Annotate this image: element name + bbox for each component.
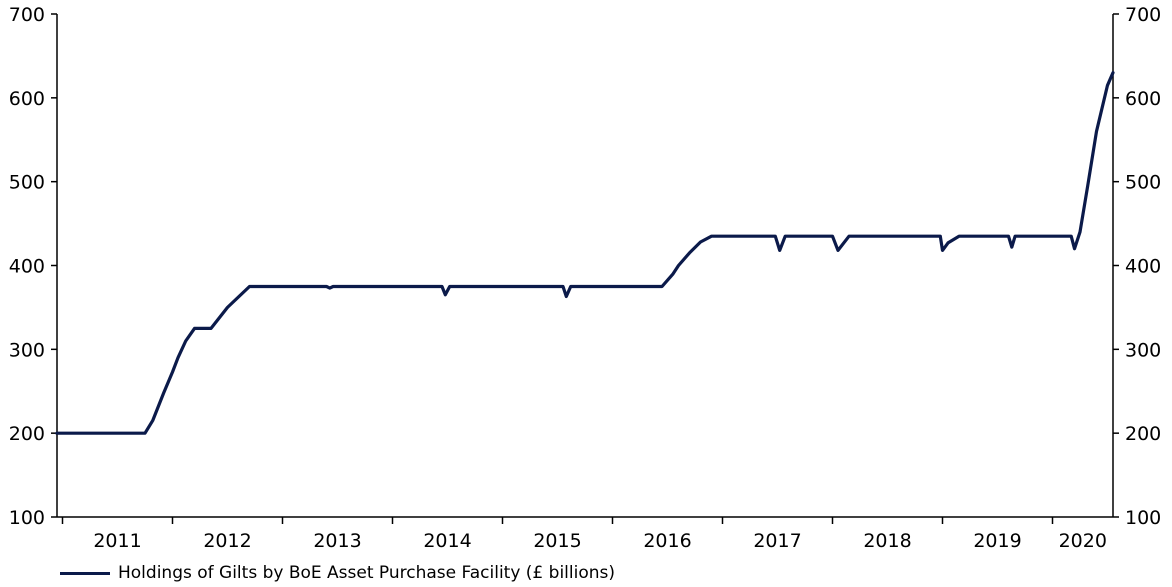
y-tick-label-left: 200	[9, 423, 45, 445]
x-tick-label: 2020	[1059, 530, 1107, 552]
y-tick-label-left: 300	[9, 339, 45, 361]
legend-swatch	[60, 571, 110, 575]
x-tick-label: 2013	[313, 530, 361, 552]
y-tick-label-left: 500	[9, 172, 45, 194]
y-tick-label-left: 400	[9, 256, 45, 278]
y-tick-label-right: 400	[1125, 256, 1161, 278]
x-tick-label: 2016	[643, 530, 691, 552]
y-axis-right: 100 200 300 400 500 600 700	[1113, 4, 1161, 529]
x-axis: 2011 2012 2013 2014 2015 2016 2017 2018 2019 2020	[61, 517, 1107, 552]
series-layer	[55, 71, 1115, 435]
y-axis-left: 100 200 300 400 500 600 700	[9, 4, 57, 529]
y-tick-label-right: 200	[1125, 423, 1161, 445]
y-tick-label-left: 700	[9, 4, 45, 26]
x-tick-label: 2014	[423, 530, 471, 552]
y-tick-label-left: 100	[9, 507, 45, 529]
legend: Holdings of Gilts by BoE Asset Purchase …	[60, 562, 615, 584]
plot-frame	[56, 14, 1114, 518]
x-tick-label: 2015	[533, 530, 581, 552]
x-tick-label: 2019	[973, 530, 1021, 552]
x-tick-label: 2017	[753, 530, 801, 552]
y-tick-label-right: 600	[1125, 88, 1161, 110]
x-tick-label: 2012	[203, 530, 251, 552]
y-tick-label-right: 100	[1125, 507, 1161, 529]
series-line	[55, 71, 1115, 435]
x-tick-label: 2018	[863, 530, 911, 552]
legend-label: Holdings of Gilts by BoE Asset Purchase …	[118, 563, 616, 583]
y-tick-label-right: 500	[1125, 172, 1161, 194]
y-tick-label-right: 300	[1125, 339, 1161, 361]
y-tick-label-left: 600	[9, 88, 45, 110]
x-tick-label: 2011	[93, 530, 141, 552]
y-tick-label-right: 700	[1125, 4, 1161, 26]
